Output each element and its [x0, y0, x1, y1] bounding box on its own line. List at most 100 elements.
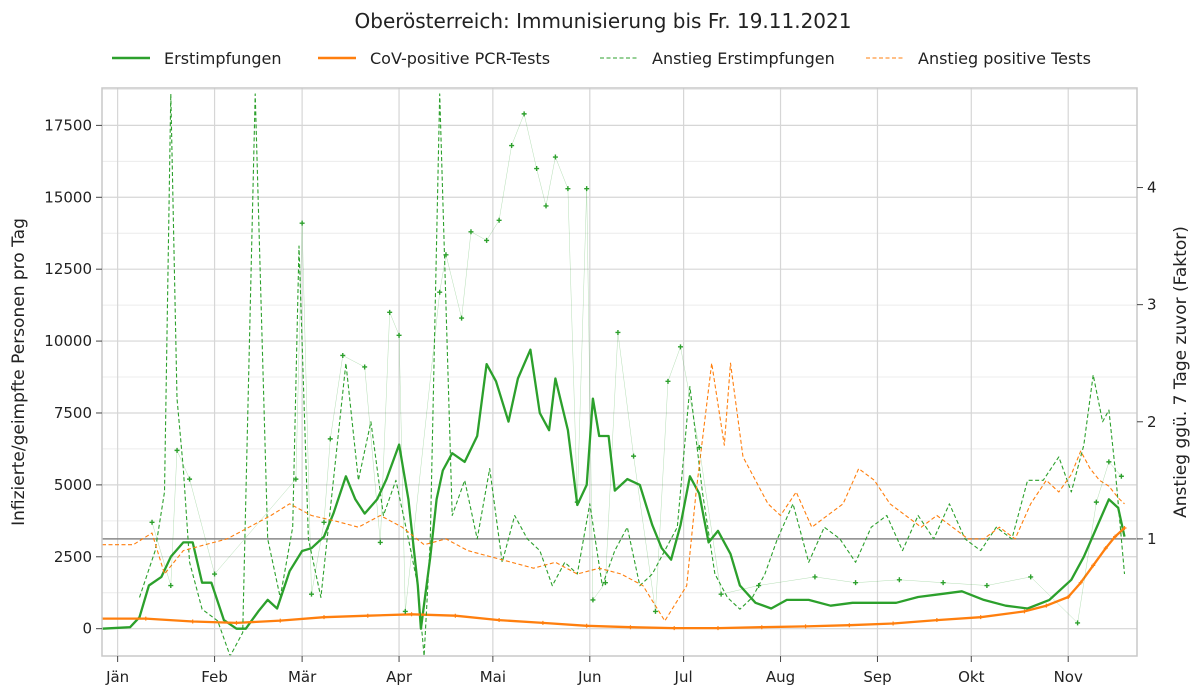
x-tick-label: Jän [105, 668, 129, 686]
chart-title: Oberösterreich: Immunisierung bis Fr. 19… [355, 9, 852, 33]
data-point-marker [1022, 609, 1027, 614]
data-point-marker [665, 378, 671, 384]
data-point-marker [574, 499, 580, 505]
data-point-marker [1118, 473, 1124, 479]
data-point-marker [543, 203, 549, 209]
data-point-marker [484, 237, 490, 243]
data-point-marker [853, 580, 859, 586]
data-point-marker [459, 315, 465, 321]
data-point-marker [934, 618, 939, 623]
data-point-marker [409, 612, 414, 617]
series-anstieg-erstimpfungen-line [138, 93, 1126, 656]
data-point-marker [149, 519, 155, 525]
data-point-marker [468, 229, 474, 235]
legend-label: Erstimpfungen [164, 49, 282, 68]
data-point-marker [552, 154, 558, 160]
data-point-marker [212, 571, 218, 577]
series-erstimpfungen-daily-thin-line [151, 113, 1122, 624]
plot-frame [101, 87, 1138, 657]
data-point-marker [1066, 595, 1071, 600]
x-tick-label: Jun [577, 668, 601, 686]
data-point-marker [891, 621, 896, 626]
data-point-marker [1122, 526, 1127, 531]
legend: Erstimpfungen CoV-positive PCR-Tests Ansti… [112, 49, 1091, 68]
data-point-marker [1091, 563, 1096, 568]
y-tick-label: 5000 [54, 476, 92, 494]
data-point-marker [896, 577, 902, 583]
data-point-marker [168, 583, 174, 589]
data-point-marker [327, 436, 333, 442]
data-point-marker [847, 623, 852, 628]
y-right-tick-label: 1 [1147, 530, 1157, 548]
data-point-marker [718, 591, 724, 597]
data-point-marker [190, 619, 195, 624]
data-point-marker [1044, 603, 1049, 608]
x-tick-label: Feb [201, 668, 228, 686]
y-axis-title-left: Infizierte/geimpfte Personen pro Tag [9, 218, 29, 526]
y-right-tick-label: 4 [1147, 179, 1157, 197]
data-point-marker [715, 626, 720, 631]
data-point-marker [396, 332, 402, 338]
y-tick-label: 0 [82, 620, 92, 638]
y-tick-label: 12500 [44, 260, 92, 278]
y-axis-title-right: Anstieg ggü. 7 Tage zuvor (Faktor) [1171, 226, 1191, 518]
data-point-marker [496, 217, 502, 223]
axes: 0 2500 5000 7500 10000 12500 15000 17500 Jän Feb M… [44, 116, 1156, 686]
y-tick-label: 10000 [44, 332, 92, 350]
legend-label: Anstieg positive Tests [918, 49, 1091, 68]
y-tick-label: 7500 [54, 404, 92, 422]
data-point-marker [565, 186, 571, 192]
data-point-marker [1106, 459, 1112, 465]
data-point-marker [340, 352, 346, 358]
data-point-marker [187, 476, 193, 482]
series-layer [102, 93, 1137, 656]
series-anstieg-positive-tests-line [102, 362, 1125, 622]
data-point-marker [387, 309, 393, 315]
data-point-marker [102, 616, 104, 621]
data-point-marker [984, 583, 990, 589]
legend-label: Anstieg Erstimpfungen [652, 49, 835, 68]
data-point-marker [299, 220, 305, 226]
data-point-marker [940, 580, 946, 586]
x-tick-label: Mai [480, 668, 506, 686]
data-point-marker [402, 608, 408, 614]
y-tick-label: 2500 [54, 548, 92, 566]
data-point-marker [437, 289, 443, 295]
x-tick-label: Okt [958, 668, 984, 686]
data-point-marker [978, 615, 983, 620]
data-point-marker [584, 623, 589, 628]
x-tick-label: Sep [863, 668, 891, 686]
data-point-marker [540, 620, 545, 625]
data-point-marker [677, 344, 683, 350]
y-tick-label: 15000 [44, 188, 92, 206]
data-point-marker [628, 625, 633, 630]
data-point-marker [696, 444, 702, 450]
y-right-tick-label: 3 [1147, 296, 1157, 314]
series-erstimpfungen-line [102, 348, 1126, 630]
data-point-marker [278, 618, 283, 623]
data-point-marker [497, 618, 502, 623]
legend-label: CoV-positive PCR-Tests [370, 49, 550, 68]
data-point-marker [812, 574, 818, 580]
data-point-marker [293, 476, 299, 482]
y-tick-label: 17500 [44, 116, 92, 134]
data-point-marker [756, 583, 762, 589]
data-point-marker [365, 613, 370, 618]
data-point-marker [174, 447, 180, 453]
x-tick-label: Nov [1054, 668, 1083, 686]
data-point-marker [234, 620, 239, 625]
data-point-marker [362, 364, 368, 370]
data-point-marker [453, 613, 458, 618]
data-point-marker [759, 625, 764, 630]
data-point-marker [631, 453, 637, 459]
data-point-marker [1103, 546, 1108, 551]
data-point-marker [615, 329, 621, 335]
data-point-marker [509, 143, 515, 149]
data-point-marker [803, 624, 808, 629]
data-point-marker [602, 580, 608, 586]
data-point-marker [377, 539, 383, 545]
data-point-marker [143, 616, 148, 621]
x-tick-label: Jul [674, 668, 693, 686]
data-point-marker [652, 608, 658, 614]
data-point-marker [1093, 499, 1099, 505]
